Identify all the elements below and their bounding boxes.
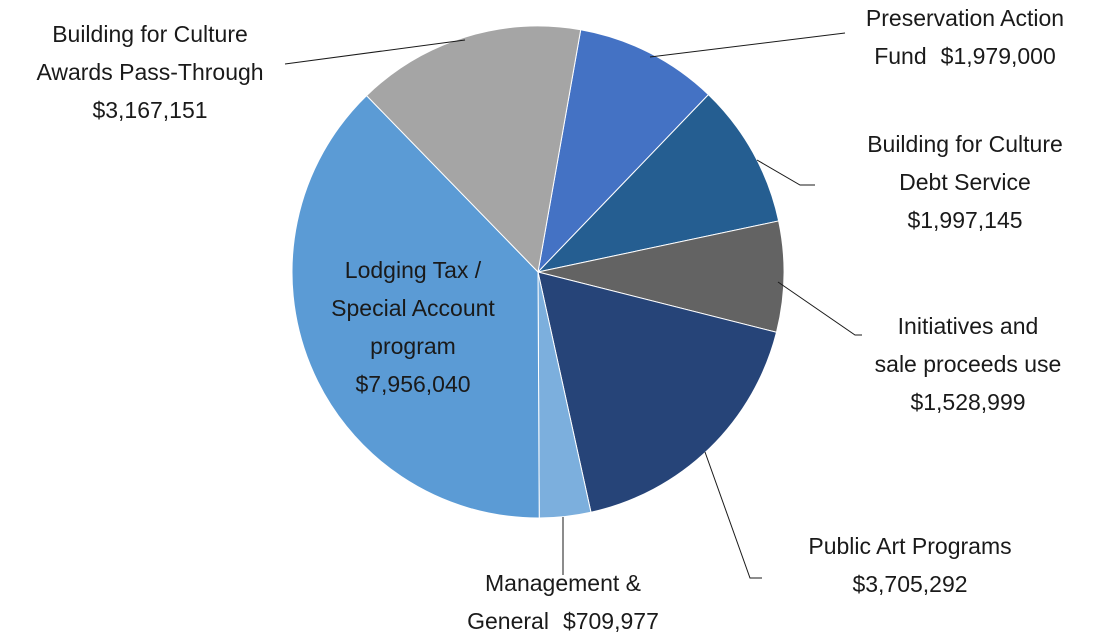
pie bbox=[291, 25, 785, 519]
value-label: $7,956,040 bbox=[355, 371, 470, 397]
slice-label: Public Art Programs $3,705,292 bbox=[808, 533, 1011, 597]
pie-slice bbox=[365, 25, 582, 274]
leader-lines bbox=[284, 32, 862, 579]
category-label: Preservation Action bbox=[866, 5, 1064, 31]
category-label: Debt Service bbox=[899, 169, 1031, 195]
slice-label: Preservation Action Fund $1,979,000 bbox=[866, 5, 1064, 69]
pie-slice bbox=[291, 94, 540, 519]
category-label: General bbox=[467, 608, 549, 634]
value-label: $1,979,000 bbox=[941, 43, 1056, 69]
value-label: $3,167,151 bbox=[92, 97, 207, 123]
category-label: Special Account bbox=[331, 295, 495, 321]
value-label: $1,528,999 bbox=[910, 389, 1025, 415]
category-label: Management & bbox=[485, 570, 641, 596]
leader-line bbox=[284, 39, 466, 65]
slice-label: Initiatives and sale proceeds use $1,528,9… bbox=[875, 313, 1062, 415]
category-label: Fund bbox=[874, 43, 926, 69]
category-label: Initiatives and bbox=[898, 313, 1039, 339]
leader-line bbox=[756, 159, 815, 186]
category-label: Building for Culture bbox=[867, 131, 1063, 157]
pie-slice bbox=[536, 93, 780, 273]
pie-slice bbox=[537, 220, 785, 333]
category-label: Public Art Programs bbox=[808, 533, 1011, 559]
slice-label: Lodging Tax / Special Account program $7,95… bbox=[331, 257, 495, 397]
slice-label: Building for Culture Awards Pass-Through $… bbox=[36, 21, 263, 123]
category-label: program bbox=[370, 333, 456, 359]
leader-line bbox=[777, 281, 862, 336]
category-label: Building for Culture bbox=[52, 21, 248, 47]
slice-label: Building for Culture Debt Service $1,997,1… bbox=[867, 131, 1063, 233]
category-label: Awards Pass-Through bbox=[36, 59, 263, 85]
value-label: $709,977 bbox=[563, 608, 659, 634]
pie-slice bbox=[537, 271, 778, 513]
pie-slice bbox=[537, 29, 710, 274]
labels: Preservation Action Fund $1,979,000 Buildin… bbox=[36, 5, 1064, 634]
category-label: Lodging Tax / bbox=[345, 257, 482, 283]
category-label: sale proceeds use bbox=[875, 351, 1062, 377]
leader-line bbox=[704, 451, 762, 579]
slice-label: Management & General $709,977 bbox=[467, 570, 659, 634]
value-label: $3,705,292 bbox=[852, 571, 967, 597]
value-label: $1,997,145 bbox=[907, 207, 1022, 233]
leader-line bbox=[649, 32, 846, 58]
